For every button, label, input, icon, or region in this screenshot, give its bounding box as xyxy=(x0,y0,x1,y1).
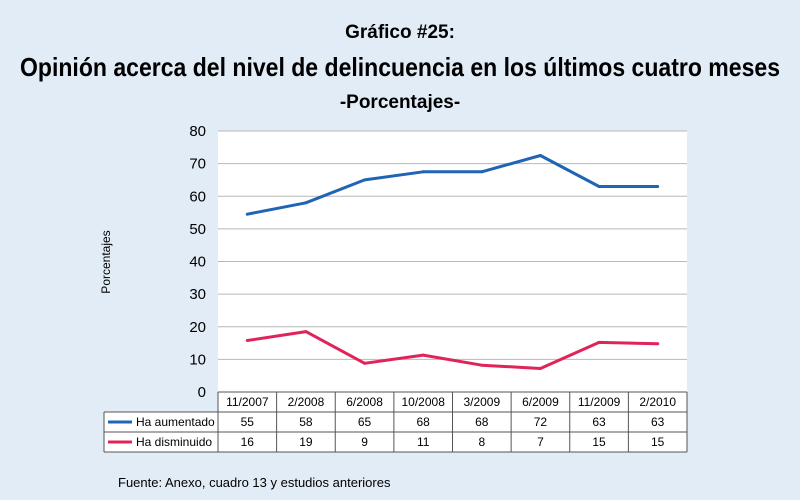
y-tick-label: 20 xyxy=(189,319,206,336)
data-label: 72 xyxy=(534,415,548,429)
data-label: 58 xyxy=(299,415,313,429)
series-line xyxy=(247,330,658,370)
data-table: 11/2007 2/2008 6/2008 10/2008 3/2009 6/2009 11… xyxy=(103,391,688,453)
data-point xyxy=(363,178,367,182)
x-tick-label: 3/2009 xyxy=(463,395,500,409)
data-label: 7 xyxy=(537,435,544,449)
data-label: 11 xyxy=(417,435,430,449)
x-tick-label: 10/2008 xyxy=(401,395,445,409)
data-point xyxy=(363,361,367,365)
x-tick-label: 2/2010 xyxy=(639,395,676,409)
legend-label: Ha aumentado xyxy=(136,415,215,429)
legend-label: Ha disminuido xyxy=(136,435,212,449)
y-tick-label: 0 xyxy=(198,384,206,401)
data-label: 15 xyxy=(592,435,606,449)
x-tick-label: 6/2008 xyxy=(346,395,383,409)
chart-subtitle: -Porcentajes- xyxy=(340,92,460,113)
y-tick-label: 40 xyxy=(189,254,206,271)
chart-title: Opinión acerca del nivel de delincuencia… xyxy=(20,52,780,82)
x-tick-label: 6/2009 xyxy=(522,395,559,409)
series-lines xyxy=(245,153,660,371)
data-label: 8 xyxy=(478,435,485,449)
x-tick-label: 11/2009 xyxy=(578,395,621,409)
data-point xyxy=(245,338,249,342)
data-point xyxy=(304,330,308,334)
data-label: 65 xyxy=(358,415,372,429)
data-label: 16 xyxy=(241,435,255,449)
y-axis-label: Porcentajes xyxy=(99,230,113,293)
y-tick-label: 30 xyxy=(189,286,206,303)
data-label: 55 xyxy=(241,415,255,429)
data-point xyxy=(656,342,660,346)
data-point xyxy=(538,367,542,371)
data-point xyxy=(421,170,425,174)
x-tick-label: 2/2008 xyxy=(288,395,325,409)
data-label: 15 xyxy=(651,435,665,449)
y-tick-label: 50 xyxy=(189,221,206,238)
y-tick-label: 10 xyxy=(189,351,206,368)
data-point xyxy=(538,153,542,157)
data-point xyxy=(304,201,308,205)
data-point xyxy=(656,184,660,188)
x-tick-label: 11/2007 xyxy=(226,395,269,409)
data-label: 63 xyxy=(651,415,665,429)
data-label: 68 xyxy=(475,415,489,429)
y-axis-ticks: 0 10 20 30 40 50 60 70 80 xyxy=(189,123,206,401)
y-tick-label: 60 xyxy=(189,188,206,205)
y-tick-label: 70 xyxy=(189,156,206,173)
y-tick-label: 80 xyxy=(189,123,206,140)
source-note: Fuente: Anexo, cuadro 13 y estudios ante… xyxy=(118,475,391,490)
chart-kicker: Gráfico #25: xyxy=(345,22,455,43)
series-line xyxy=(247,154,658,216)
data-point xyxy=(480,363,484,367)
data-label: 63 xyxy=(592,415,606,429)
data-label: 68 xyxy=(417,415,431,429)
data-point xyxy=(597,184,601,188)
data-point xyxy=(421,353,425,357)
data-label: 19 xyxy=(299,435,313,449)
data-point xyxy=(480,170,484,174)
data-label: 9 xyxy=(361,435,368,449)
data-point xyxy=(597,340,601,344)
data-point xyxy=(245,212,249,216)
